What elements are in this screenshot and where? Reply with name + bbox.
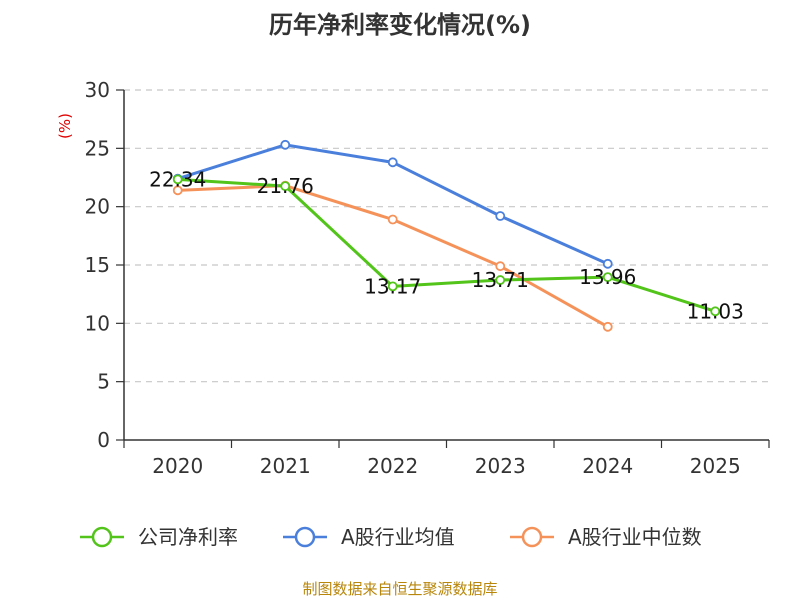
legend-label: 公司净利率 xyxy=(138,525,238,549)
legend[interactable]: 公司净利率 A股行业均值 A股行业中位数 xyxy=(80,525,702,549)
y-tick-label: 10 xyxy=(85,311,110,335)
data-labels: 22.34 21.76 13.17 13.71 13.96 11.03 xyxy=(149,167,744,323)
x-tick-label: 2020 xyxy=(152,454,203,478)
data-label: 21.76 xyxy=(257,174,314,198)
legend-label: A股行业中位数 xyxy=(568,525,702,549)
data-point[interactable] xyxy=(710,306,721,317)
x-tick-label: 2023 xyxy=(475,454,526,478)
data-point[interactable] xyxy=(387,281,398,292)
legend-marker xyxy=(91,526,113,548)
legend-item[interactable]: A股行业均值 xyxy=(283,525,455,549)
legend-item[interactable]: 公司净利率 xyxy=(80,525,238,549)
data-label: 13.71 xyxy=(472,268,529,292)
data-point[interactable] xyxy=(602,258,613,269)
series-line xyxy=(176,177,717,313)
data-point[interactable] xyxy=(602,321,613,332)
legend-marker xyxy=(294,526,316,548)
chart-title: 历年净利率变化情况(%) xyxy=(269,11,531,39)
y-tick-label: 0 xyxy=(97,428,110,452)
series-group xyxy=(172,139,721,332)
y-tick-label: 5 xyxy=(97,370,110,394)
data-point[interactable] xyxy=(602,272,613,283)
data-point[interactable] xyxy=(172,185,183,196)
source-note: 制图数据来自恒生聚源数据库 xyxy=(302,580,497,598)
legend-label: A股行业均值 xyxy=(341,525,455,549)
data-label: 13.96 xyxy=(579,265,636,289)
legend-item[interactable]: A股行业中位数 xyxy=(510,525,702,549)
x-tick-label: 2022 xyxy=(367,454,418,478)
grid-lines xyxy=(124,89,769,383)
data-point[interactable] xyxy=(280,181,291,192)
y-tick-label: 15 xyxy=(85,253,110,277)
x-tick-label: 2025 xyxy=(690,454,741,478)
data-label: 13.17 xyxy=(364,274,421,298)
data-point[interactable] xyxy=(495,261,506,272)
x-tick-label: 2021 xyxy=(260,454,311,478)
data-label: 22.34 xyxy=(149,167,206,191)
y-tick-label: 25 xyxy=(85,136,110,160)
data-point[interactable] xyxy=(172,174,183,185)
data-point[interactable] xyxy=(387,214,398,225)
y-tick-label: 30 xyxy=(85,78,110,102)
data-point[interactable] xyxy=(387,157,398,168)
data-point[interactable] xyxy=(280,139,291,150)
y-axis-label: (%) xyxy=(56,113,74,139)
y-tick-label: 20 xyxy=(85,195,110,219)
data-point[interactable] xyxy=(495,275,506,285)
x-tick-label: 2024 xyxy=(582,454,633,478)
data-label: 11.03 xyxy=(687,299,744,323)
data-point[interactable] xyxy=(495,211,506,221)
legend-marker xyxy=(521,526,543,548)
